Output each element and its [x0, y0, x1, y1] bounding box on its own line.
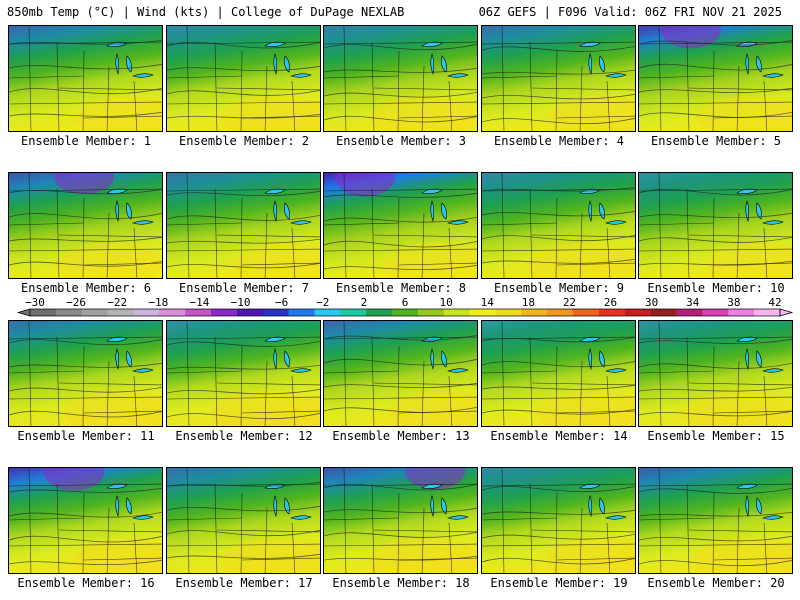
colorbar-tick-label: −26: [66, 296, 86, 309]
colorbar-max-arrow: [780, 309, 792, 316]
ensemble-member-map: [323, 25, 478, 132]
colorbar-swatch: [496, 309, 522, 316]
colorbar-tick-label: 2: [361, 296, 368, 309]
ensemble-member-map: [166, 172, 321, 279]
ensemble-member-label: Ensemble Member: 5: [637, 134, 795, 148]
ensemble-member-label: Ensemble Member: 12: [165, 429, 323, 443]
map-title: 850mb Temp (°C) | Wind (kts) | College o…: [7, 5, 404, 19]
colorbar-swatch: [56, 309, 82, 316]
colorbar-swatch: [263, 309, 289, 316]
colorbar-tick-label: 14: [481, 296, 495, 309]
ensemble-member-label: Ensemble Member: 18: [322, 576, 480, 590]
colorbar-tick-label: −18: [148, 296, 168, 309]
colorbar-tick-label: 6: [402, 296, 409, 309]
ensemble-member-map: [481, 172, 636, 279]
colorbar-swatch: [82, 309, 108, 316]
colorbar-tick-label: −2: [316, 296, 329, 309]
colorbar-tick-label: −30: [25, 296, 45, 309]
ensemble-member-label: Ensemble Member: 8: [322, 281, 480, 295]
ensemble-member-map: [638, 467, 793, 574]
ensemble-member-map: [638, 172, 793, 279]
colorbar-tick-label: 30: [645, 296, 658, 309]
ensemble-member-map: [166, 467, 321, 574]
ensemble-member-map: [323, 172, 478, 279]
ensemble-member-map: [8, 25, 163, 132]
ensemble-member-label: Ensemble Member: 20: [637, 576, 795, 590]
colorbar-swatch: [366, 309, 392, 316]
colorbar-swatch: [392, 309, 418, 316]
ensemble-member-label: Ensemble Member: 3: [322, 134, 480, 148]
ensemble-member-map: [481, 467, 636, 574]
colorbar-swatch: [547, 309, 573, 316]
colorbar-swatch: [108, 309, 134, 316]
colorbar-swatch: [185, 309, 211, 316]
colorbar-tick-label: 22: [563, 296, 576, 309]
ensemble-member-label: Ensemble Member: 14: [480, 429, 638, 443]
ensemble-member-map: [481, 25, 636, 132]
ensemble-member-map: [323, 320, 478, 427]
colorbar-swatch: [289, 309, 315, 316]
ensemble-member-label: Ensemble Member: 7: [165, 281, 323, 295]
colorbar-swatch: [625, 309, 651, 316]
colorbar-swatch: [728, 309, 754, 316]
colorbar-swatch: [573, 309, 599, 316]
ensemble-member-map: [166, 25, 321, 132]
ensemble-member-label: Ensemble Member: 16: [7, 576, 165, 590]
colorbar-swatch: [418, 309, 444, 316]
colorbar-swatch: [599, 309, 625, 316]
ensemble-member-label: Ensemble Member: 9: [480, 281, 638, 295]
colorbar-swatch: [211, 309, 237, 316]
ensemble-member-label: Ensemble Member: 2: [165, 134, 323, 148]
colorbar-swatch: [651, 309, 677, 316]
ensemble-member-label: Ensemble Member: 19: [480, 576, 638, 590]
ensemble-member-label: Ensemble Member: 17: [165, 576, 323, 590]
temperature-colorbar: −30 −26 −22 −18 −14 −10 −6 −2 2 6 10 14 18 22 26 30 34 38…: [0, 295, 800, 325]
colorbar-swatch: [314, 309, 340, 316]
ensemble-member-map: [166, 320, 321, 427]
model-run-info: 06Z GEFS | F096 Valid: 06Z FRI NOV 21 20…: [479, 5, 782, 19]
colorbar-swatch: [444, 309, 470, 316]
ensemble-member-map: [481, 320, 636, 427]
ensemble-member-label: Ensemble Member: 10: [637, 281, 795, 295]
ensemble-member-label: Ensemble Member: 4: [480, 134, 638, 148]
colorbar-swatch: [754, 309, 780, 316]
colorbar-swatch: [340, 309, 366, 316]
ensemble-member-map: [8, 172, 163, 279]
colorbar-swatch: [133, 309, 159, 316]
colorbar-min-arrow: [18, 309, 30, 316]
colorbar-swatch: [30, 309, 56, 316]
colorbar-tick-label: −6: [275, 296, 288, 309]
colorbar-tick-label: 18: [522, 296, 535, 309]
ensemble-member-label: Ensemble Member: 11: [7, 429, 165, 443]
colorbar-tick-label: 10: [439, 296, 452, 309]
colorbar-swatch: [470, 309, 496, 316]
colorbar-tick-label: 38: [727, 296, 740, 309]
colorbar-tick-label: 34: [686, 296, 700, 309]
ensemble-member-map: [323, 467, 478, 574]
ensemble-member-label: Ensemble Member: 15: [637, 429, 795, 443]
colorbar-tick-label: −14: [190, 296, 210, 309]
ensemble-member-label: Ensemble Member: 6: [7, 281, 165, 295]
colorbar-swatch: [677, 309, 703, 316]
colorbar-tick-label: 26: [604, 296, 617, 309]
ensemble-member-map: [8, 467, 163, 574]
colorbar-tick-label: −10: [231, 296, 251, 309]
colorbar-swatch: [237, 309, 263, 316]
ensemble-member-label: Ensemble Member: 1: [7, 134, 165, 148]
colorbar-swatch: [521, 309, 547, 316]
colorbar-swatch: [702, 309, 728, 316]
ensemble-member-map: [638, 25, 793, 132]
colorbar-tick-label: 42: [768, 296, 781, 309]
colorbar-swatch: [159, 309, 185, 316]
ensemble-member-map: [638, 320, 793, 427]
ensemble-member-map: [8, 320, 163, 427]
ensemble-member-label: Ensemble Member: 13: [322, 429, 480, 443]
colorbar-tick-label: −22: [107, 296, 127, 309]
